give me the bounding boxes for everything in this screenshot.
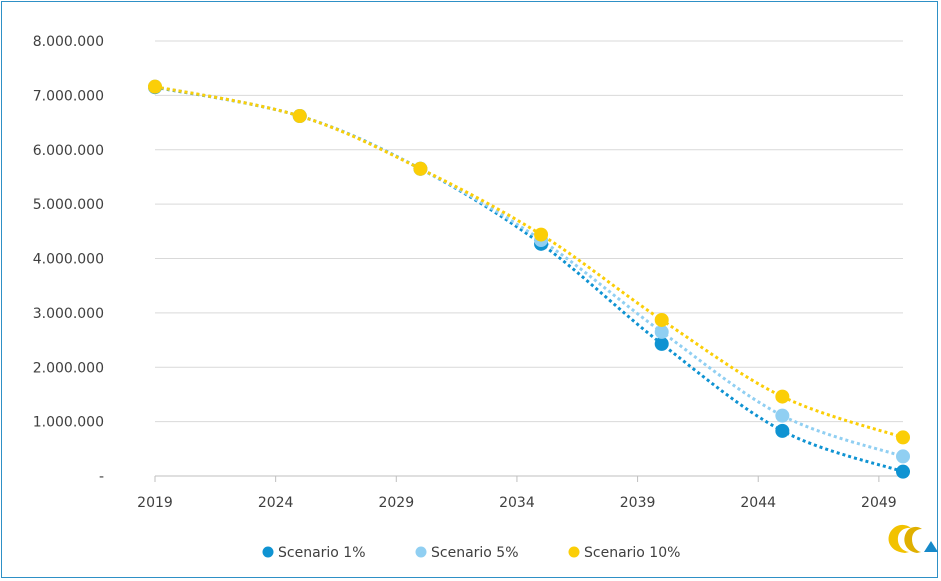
x-tick-label: 2049	[861, 495, 897, 511]
legend-label-series-3: Scenario 10%	[584, 545, 680, 561]
y-tick-label: 6.000.000	[33, 143, 104, 159]
data-point-series-3	[896, 430, 910, 445]
x-tick-label: 2039	[620, 495, 656, 511]
data-point-series-3	[292, 109, 307, 124]
y-tick-label: 2.000.000	[33, 360, 104, 376]
y-tick-label: 7.000.000	[33, 88, 104, 104]
trendlines	[154, 85, 904, 474]
brand-logo-icon	[888, 524, 938, 553]
y-tick-label: 4.000.000	[33, 252, 104, 268]
data-point-series-3	[534, 227, 549, 242]
y-tick-label: 8.000.000	[33, 34, 104, 50]
trendline-series-3	[154, 85, 904, 439]
legend-marker-series-2	[415, 546, 427, 558]
x-tick-label: 2034	[499, 495, 535, 511]
gridlines	[155, 40, 903, 423]
data-point-series-1	[896, 464, 910, 479]
data-point-series-2	[896, 449, 910, 464]
data-point-series-2	[654, 324, 669, 339]
data-point-series-3	[775, 389, 790, 404]
data-point-series-3	[413, 161, 428, 176]
legend: Scenario 1% Scenario 5% Scenario 10%	[262, 545, 680, 561]
y-tick-label: 5.000.000	[33, 197, 104, 213]
data-point-series-3	[148, 79, 162, 94]
data-point-series-2	[775, 408, 790, 423]
x-tick-label: 2024	[258, 495, 294, 511]
legend-label-series-1: Scenario 1%	[278, 545, 366, 561]
data-point-series-1	[654, 336, 669, 351]
data-point-series-1	[775, 423, 790, 438]
x-tick-label: 2019	[137, 495, 173, 511]
legend-label-series-2: Scenario 5%	[431, 545, 519, 561]
trendline-series-1	[154, 85, 904, 474]
x-tick-label: 2044	[740, 495, 776, 511]
data-points	[148, 79, 910, 479]
legend-marker-series-1	[262, 546, 274, 558]
axes: 8.000.000 7.000.000 6.000.000 5.000.000 4.00…	[33, 34, 903, 511]
legend-marker-series-3	[568, 546, 580, 558]
data-point-series-3	[654, 312, 669, 327]
x-tick-label: 2029	[378, 495, 414, 511]
trendline-series-2	[154, 85, 904, 458]
y-tick-label: 1.000.000	[33, 415, 104, 431]
y-tick-label: 3.000.000	[33, 306, 104, 322]
y-tick-label: -	[99, 469, 104, 485]
